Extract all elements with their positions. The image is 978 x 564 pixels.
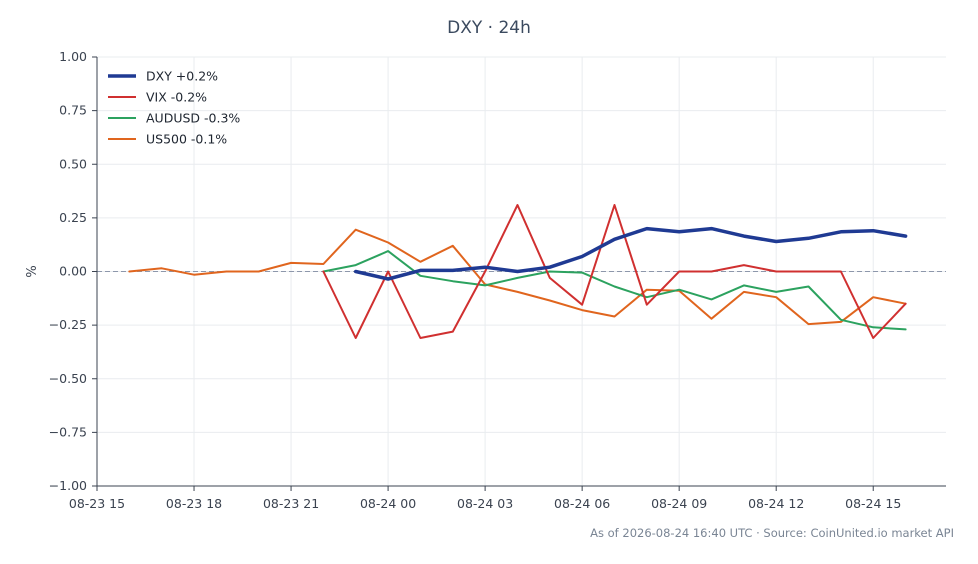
y-tick-label: 1.00 [59, 49, 87, 64]
legend-label: DXY +0.2% [146, 69, 218, 84]
x-tick-label: 08-24 12 [748, 496, 804, 511]
y-tick-label: −1.00 [49, 478, 87, 493]
x-tick-label: 08-24 00 [360, 496, 416, 511]
y-tick-label: 0.25 [59, 210, 87, 225]
y-tick-label: 0.50 [59, 156, 87, 171]
y-tick-label: 0.00 [59, 264, 87, 279]
series-line-2 [322, 250, 907, 331]
y-axis-label: % [25, 265, 40, 277]
x-tick-label: 08-24 03 [457, 496, 513, 511]
source-footer: As of 2026-08-24 16:40 UTC · Source: Coi… [590, 526, 954, 540]
series-line-0 [353, 226, 908, 281]
legend-label: AUDUSD -0.3% [146, 111, 240, 126]
chart-title: DXY · 24h [447, 18, 531, 38]
y-tick-label: −0.50 [49, 371, 87, 386]
y-tick-label: −0.75 [49, 424, 87, 439]
x-tick-label: 08-24 09 [651, 496, 707, 511]
series-line-3 [128, 228, 907, 326]
x-tick-label: 08-23 15 [69, 496, 125, 511]
x-tick-label: 08-23 18 [166, 496, 222, 511]
x-tick-label: 08-24 15 [845, 496, 901, 511]
legend-label: VIX -0.2% [146, 90, 207, 105]
series-line-1 [322, 204, 907, 339]
x-tick-label: 08-24 06 [554, 496, 610, 511]
y-tick-label: −0.25 [49, 317, 87, 332]
legend-label: US500 -0.1% [146, 132, 227, 147]
x-tick-label: 08-23 21 [263, 496, 319, 511]
y-tick-label: 0.75 [59, 103, 87, 118]
